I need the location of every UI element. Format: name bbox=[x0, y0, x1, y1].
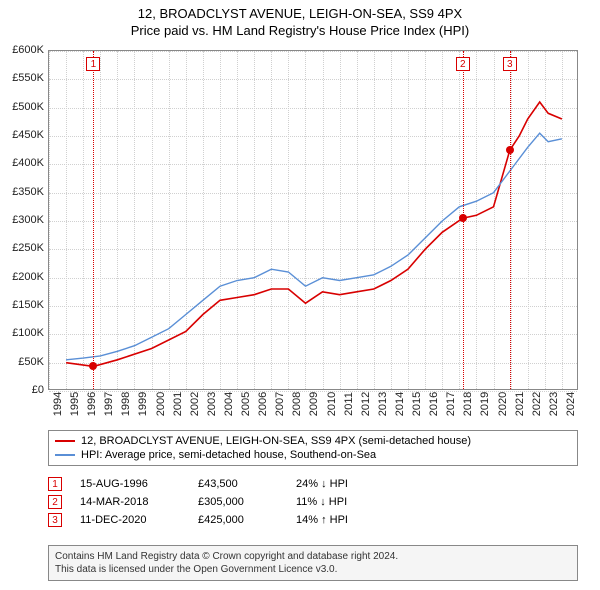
event-list-tag: 1 bbox=[48, 477, 62, 491]
events-list: 1 15-AUG-1996 £43,500 24% ↓ HPI 2 14-MAR-2018… bbox=[48, 475, 578, 529]
event-row-3: 3 11-DEC-2020 £425,000 14% ↑ HPI bbox=[48, 511, 578, 529]
x-tick-label: 2001 bbox=[172, 392, 184, 416]
event-list-date: 15-AUG-1996 bbox=[80, 478, 180, 490]
y-tick-label: £350K bbox=[4, 186, 44, 198]
x-tick-label: 2009 bbox=[308, 392, 320, 416]
event-row-2: 2 14-MAR-2018 £305,000 11% ↓ HPI bbox=[48, 493, 578, 511]
y-tick-label: £200K bbox=[4, 271, 44, 283]
x-tick-label: 2002 bbox=[189, 392, 201, 416]
y-tick-label: £150K bbox=[4, 299, 44, 311]
x-tick-label: 2020 bbox=[497, 392, 509, 416]
event-tag-1: 1 bbox=[86, 57, 100, 71]
x-tick-label: 2005 bbox=[240, 392, 252, 416]
y-tick-label: £450K bbox=[4, 129, 44, 141]
x-tick-label: 1999 bbox=[137, 392, 149, 416]
x-tick-label: 2006 bbox=[257, 392, 269, 416]
event-list-date: 11-DEC-2020 bbox=[80, 514, 180, 526]
event-vline-3 bbox=[510, 51, 511, 389]
legend-label-property: 12, BROADCLYST AVENUE, LEIGH-ON-SEA, SS9… bbox=[81, 435, 471, 447]
event-list-tag: 2 bbox=[48, 495, 62, 509]
title-line-1: 12, BROADCLYST AVENUE, LEIGH-ON-SEA, SS9… bbox=[0, 6, 600, 21]
x-tick-label: 2021 bbox=[514, 392, 526, 416]
event-tag-3: 3 bbox=[503, 57, 517, 71]
legend-label-hpi: HPI: Average price, semi-detached house,… bbox=[81, 449, 376, 461]
y-tick-label: £600K bbox=[4, 44, 44, 56]
x-tick-label: 2011 bbox=[343, 392, 355, 416]
x-tick-label: 1998 bbox=[120, 392, 132, 416]
y-tick-label: £50K bbox=[4, 356, 44, 368]
x-tick-label: 2019 bbox=[479, 392, 491, 416]
y-tick-label: £100K bbox=[4, 327, 44, 339]
y-tick-label: £500K bbox=[4, 101, 44, 113]
x-tick-label: 2003 bbox=[206, 392, 218, 416]
event-row-1: 1 15-AUG-1996 £43,500 24% ↓ HPI bbox=[48, 475, 578, 493]
event-list-price: £305,000 bbox=[198, 496, 278, 508]
event-tag-2: 2 bbox=[456, 57, 470, 71]
x-tick-label: 2017 bbox=[445, 392, 457, 416]
y-tick-label: £300K bbox=[4, 214, 44, 226]
x-tick-label: 2008 bbox=[291, 392, 303, 416]
legend: 12, BROADCLYST AVENUE, LEIGH-ON-SEA, SS9… bbox=[48, 430, 578, 466]
event-dot-2 bbox=[459, 214, 467, 222]
legend-row-property: 12, BROADCLYST AVENUE, LEIGH-ON-SEA, SS9… bbox=[55, 434, 571, 448]
event-list-pct: 14% ↑ HPI bbox=[296, 514, 376, 526]
y-tick-label: £550K bbox=[4, 72, 44, 84]
legend-row-hpi: HPI: Average price, semi-detached house,… bbox=[55, 448, 571, 462]
footer-line-2: This data is licensed under the Open Gov… bbox=[55, 564, 337, 575]
x-tick-label: 1997 bbox=[103, 392, 115, 416]
y-tick-label: £250K bbox=[4, 242, 44, 254]
series-line-property bbox=[66, 102, 562, 366]
x-tick-label: 1996 bbox=[86, 392, 98, 416]
event-list-tag: 3 bbox=[48, 513, 62, 527]
x-tick-label: 2013 bbox=[377, 392, 389, 416]
x-tick-label: 2024 bbox=[565, 392, 577, 416]
event-vline-1 bbox=[93, 51, 94, 389]
footer-attribution: Contains HM Land Registry data © Crown c… bbox=[48, 545, 578, 581]
x-tick-label: 2023 bbox=[548, 392, 560, 416]
title-line-2: Price paid vs. HM Land Registry's House … bbox=[0, 23, 600, 38]
series-svg bbox=[49, 51, 579, 391]
x-tick-label: 2012 bbox=[360, 392, 372, 416]
event-dot-1 bbox=[89, 362, 97, 370]
x-tick-label: 1994 bbox=[52, 392, 64, 416]
y-tick-label: £400K bbox=[4, 157, 44, 169]
x-tick-label: 2016 bbox=[428, 392, 440, 416]
x-tick-label: 2000 bbox=[155, 392, 167, 416]
y-tick-label: £0 bbox=[4, 384, 44, 396]
x-tick-label: 1995 bbox=[69, 392, 81, 416]
x-tick-label: 2022 bbox=[531, 392, 543, 416]
legend-swatch-hpi bbox=[55, 454, 75, 456]
chart-container: 12, BROADCLYST AVENUE, LEIGH-ON-SEA, SS9… bbox=[0, 0, 600, 590]
x-tick-label: 2018 bbox=[462, 392, 474, 416]
event-dot-3 bbox=[506, 146, 514, 154]
x-tick-label: 2014 bbox=[394, 392, 406, 416]
event-list-date: 14-MAR-2018 bbox=[80, 496, 180, 508]
x-tick-label: 2015 bbox=[411, 392, 423, 416]
event-list-pct: 11% ↓ HPI bbox=[296, 496, 376, 508]
x-tick-label: 2010 bbox=[326, 392, 338, 416]
event-list-pct: 24% ↓ HPI bbox=[296, 478, 376, 490]
x-tick-label: 2007 bbox=[274, 392, 286, 416]
footer-line-1: Contains HM Land Registry data © Crown c… bbox=[55, 551, 398, 562]
event-list-price: £43,500 bbox=[198, 478, 278, 490]
series-line-hpi bbox=[66, 133, 562, 360]
title-block: 12, BROADCLYST AVENUE, LEIGH-ON-SEA, SS9… bbox=[0, 0, 600, 40]
legend-swatch-property bbox=[55, 440, 75, 442]
x-tick-label: 2004 bbox=[223, 392, 235, 416]
event-list-price: £425,000 bbox=[198, 514, 278, 526]
plot-area: 1 2 3 bbox=[48, 50, 578, 390]
